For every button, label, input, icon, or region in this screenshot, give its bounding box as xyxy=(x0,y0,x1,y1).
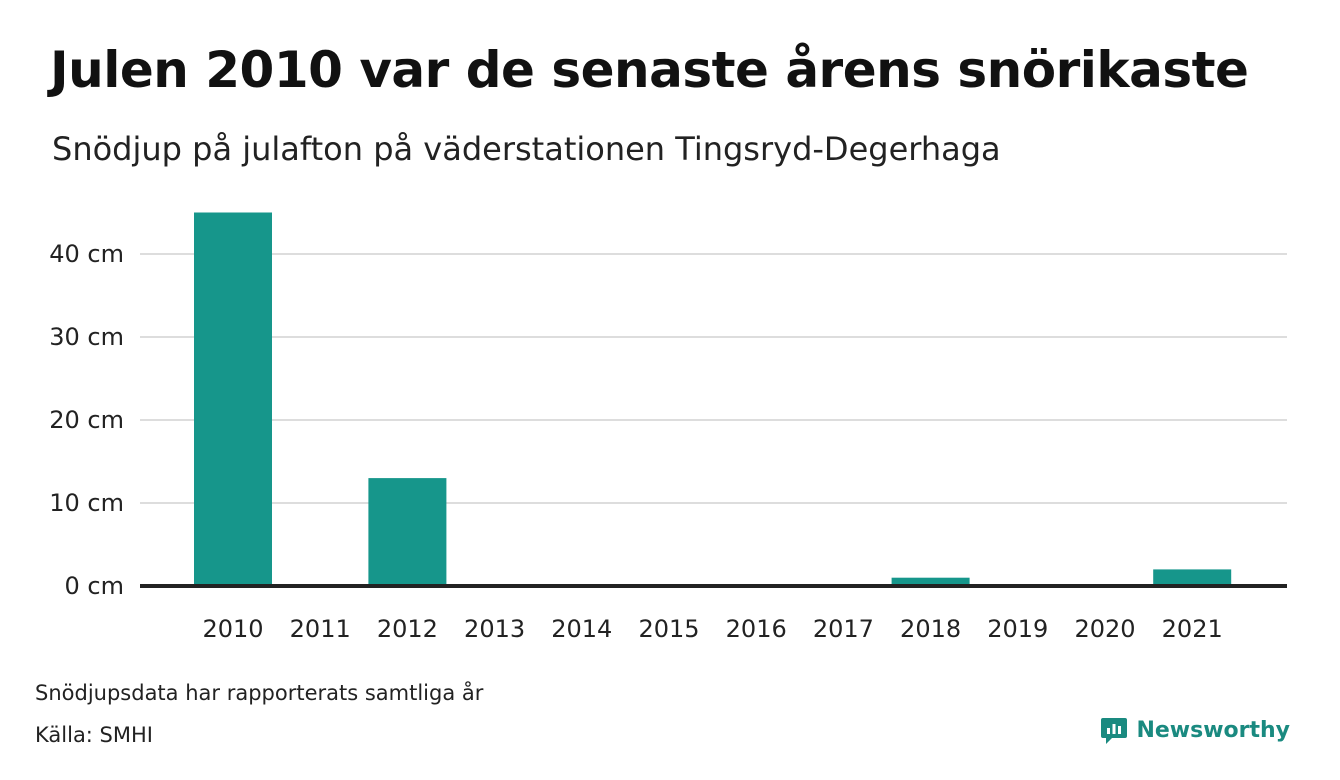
bar-2010 xyxy=(194,212,272,586)
x-tick-label: 2013 xyxy=(464,615,525,643)
x-tick-label: 2011 xyxy=(290,615,351,643)
x-tick-label: 2014 xyxy=(551,615,612,643)
y-tick-label: 30 cm xyxy=(49,323,124,351)
newsworthy-logo-icon xyxy=(1101,718,1128,744)
x-axis-tick-labels: 2010 2011 2012 2013 2014 2015 2016 2017 2018 2019… xyxy=(202,615,1222,643)
y-tick-label: 0 cm xyxy=(65,572,124,600)
y-axis-tick-labels: 0 cm 10 cm 20 cm 30 cm 40 cm xyxy=(49,240,124,600)
source-credit: Källa: SMHI xyxy=(35,723,153,747)
bar-2012 xyxy=(368,478,447,586)
bars xyxy=(194,212,1232,586)
x-tick-label: 2021 xyxy=(1162,615,1223,643)
x-tick-label: 2012 xyxy=(377,615,438,643)
brand-name: Newsworthy xyxy=(1136,718,1290,743)
gridlines xyxy=(140,253,1287,504)
bar-2018 xyxy=(891,577,970,586)
x-tick-label: 2019 xyxy=(987,615,1048,643)
chart-title: Julen 2010 var de senaste årens snörikas… xyxy=(50,41,1249,99)
x-tick-label: 2010 xyxy=(202,615,263,643)
footnote: Snödjupsdata har rapporterats samtliga å… xyxy=(35,681,484,705)
chart-subtitle: Snödjup på julafton på väderstationen Ti… xyxy=(52,130,1001,168)
x-tick-label: 2018 xyxy=(900,615,961,643)
x-tick-label: 2015 xyxy=(638,615,699,643)
bar-2021 xyxy=(1153,569,1232,586)
x-tick-label: 2016 xyxy=(726,615,787,643)
x-tick-label: 2020 xyxy=(1074,615,1135,643)
y-tick-label: 10 cm xyxy=(49,489,124,517)
brand-logo[interactable]: Newsworthy xyxy=(1100,716,1290,746)
y-tick-label: 40 cm xyxy=(49,240,124,268)
x-tick-label: 2017 xyxy=(813,615,874,643)
y-tick-label: 20 cm xyxy=(49,406,124,434)
